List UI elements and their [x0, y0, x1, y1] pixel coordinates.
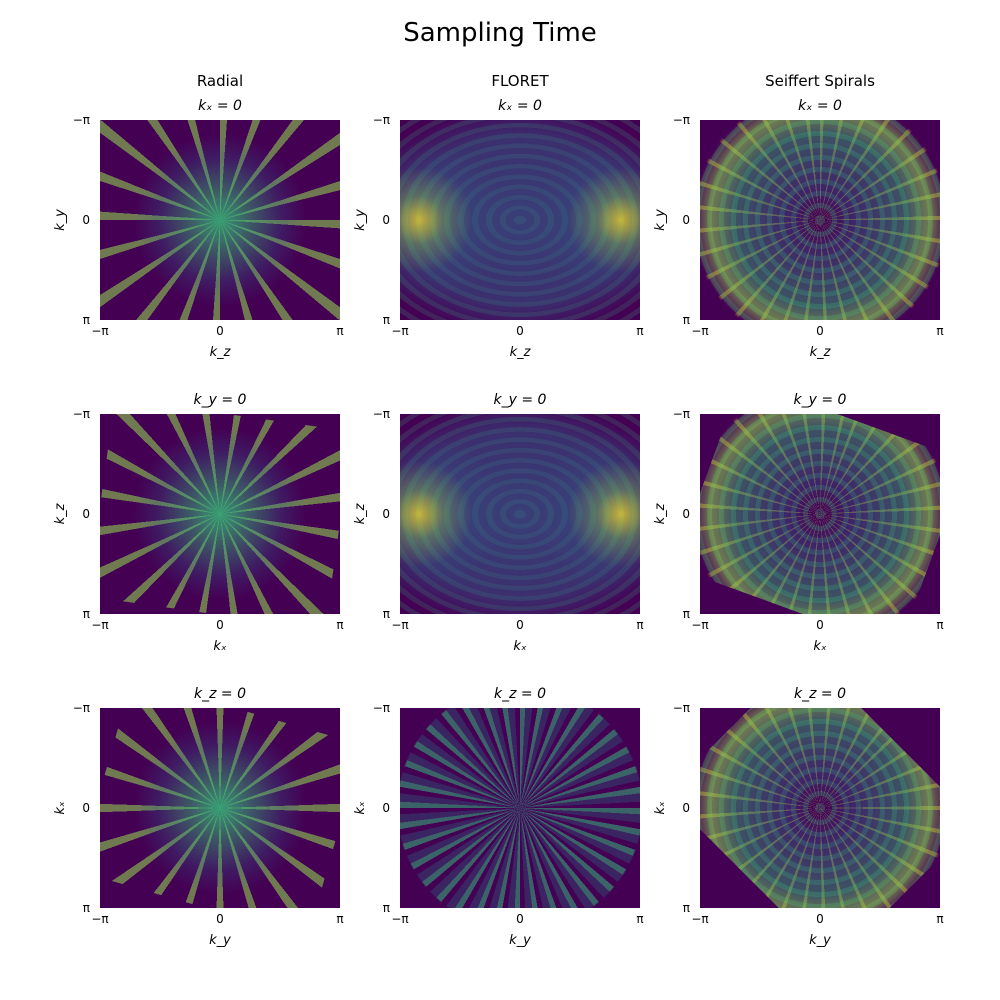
- ytick: 0: [82, 801, 90, 815]
- ytick: −π: [373, 701, 390, 715]
- xtick: −π: [691, 324, 708, 338]
- xtick: 0: [516, 912, 524, 926]
- y-axis-label: k_y: [0, 210, 160, 230]
- column-title-floret: FLORET: [400, 72, 640, 90]
- ytick: 0: [682, 801, 690, 815]
- ytick: 0: [382, 213, 390, 227]
- panel-seiffert-kz0: k_z = 0 kₓ k_y −π 0 π −π 0 π: [700, 708, 940, 908]
- ytick: 0: [382, 507, 390, 521]
- xtick: 0: [516, 324, 524, 338]
- panel-seiffert-kx0: kₓ = 0 k_y k_z −π 0 π −π 0 π: [700, 120, 940, 320]
- ytick: −π: [73, 113, 90, 127]
- ytick: −π: [373, 407, 390, 421]
- panel-title: k_z = 0: [400, 686, 640, 702]
- xtick: 0: [216, 912, 224, 926]
- x-axis-label: k_y: [100, 933, 340, 948]
- xtick: −π: [691, 618, 708, 632]
- y-axis-label: k_y: [260, 210, 460, 230]
- x-axis-label: kₓ: [700, 639, 940, 654]
- ytick: −π: [673, 701, 690, 715]
- ytick: 0: [682, 213, 690, 227]
- figure: Sampling Time Radial FLORET Seiffert Spi…: [0, 0, 1000, 1000]
- ytick: π: [83, 901, 90, 915]
- y-axis-label: k_z: [0, 504, 160, 524]
- panel-title: k_z = 0: [100, 686, 340, 702]
- xtick: −π: [391, 324, 408, 338]
- panel-title: kₓ = 0: [100, 98, 340, 114]
- y-axis-label: kₓ: [260, 798, 460, 818]
- xtick: 0: [216, 324, 224, 338]
- ytick: 0: [682, 507, 690, 521]
- panel-title: kₓ = 0: [400, 98, 640, 114]
- xtick: −π: [91, 912, 108, 926]
- xtick: π: [636, 324, 643, 338]
- ytick: π: [683, 313, 690, 327]
- xtick: 0: [816, 912, 824, 926]
- ytick: π: [383, 901, 390, 915]
- ytick: π: [383, 313, 390, 327]
- xtick: 0: [216, 618, 224, 632]
- ytick: π: [83, 313, 90, 327]
- column-title-seiffert: Seiffert Spirals: [700, 72, 940, 90]
- xtick: 0: [816, 324, 824, 338]
- y-axis-label: kₓ: [0, 798, 160, 818]
- xtick: −π: [391, 618, 408, 632]
- ytick: −π: [373, 113, 390, 127]
- x-axis-label: k_z: [100, 345, 340, 360]
- x-axis-label: k_z: [400, 345, 640, 360]
- xtick: π: [936, 618, 943, 632]
- ytick: −π: [73, 701, 90, 715]
- xtick: 0: [816, 618, 824, 632]
- xtick: π: [636, 912, 643, 926]
- x-axis-label: kₓ: [100, 639, 340, 654]
- xtick: π: [336, 912, 343, 926]
- ytick: 0: [82, 507, 90, 521]
- xtick: −π: [391, 912, 408, 926]
- x-axis-label: k_z: [700, 345, 940, 360]
- ytick: π: [683, 901, 690, 915]
- panel-title: k_y = 0: [100, 392, 340, 408]
- xtick: −π: [91, 324, 108, 338]
- x-axis-label: kₓ: [400, 639, 640, 654]
- xtick: −π: [691, 912, 708, 926]
- y-axis-label: kₓ: [560, 798, 760, 818]
- x-axis-label: k_y: [700, 933, 940, 948]
- xtick: π: [636, 618, 643, 632]
- ytick: π: [683, 607, 690, 621]
- xtick: −π: [91, 618, 108, 632]
- xtick: 0: [516, 618, 524, 632]
- ytick: π: [383, 607, 390, 621]
- figure-suptitle: Sampling Time: [0, 18, 1000, 48]
- y-axis-label: k_z: [560, 504, 760, 524]
- ytick: −π: [73, 407, 90, 421]
- ytick: π: [83, 607, 90, 621]
- xtick: π: [336, 324, 343, 338]
- ytick: 0: [382, 801, 390, 815]
- xtick: π: [936, 912, 943, 926]
- panel-title: k_y = 0: [400, 392, 640, 408]
- ytick: −π: [673, 407, 690, 421]
- panel-title: kₓ = 0: [700, 98, 940, 114]
- ytick: −π: [673, 113, 690, 127]
- xtick: π: [336, 618, 343, 632]
- y-axis-label: k_z: [260, 504, 460, 524]
- column-title-radial: Radial: [100, 72, 340, 90]
- x-axis-label: k_y: [400, 933, 640, 948]
- panel-seiffert-ky0: k_y = 0 k_z kₓ −π 0 π −π 0 π: [700, 414, 940, 614]
- panel-title: k_y = 0: [700, 392, 940, 408]
- panel-title: k_z = 0: [700, 686, 940, 702]
- xtick: π: [936, 324, 943, 338]
- y-axis-label: k_y: [560, 210, 760, 230]
- ytick: 0: [82, 213, 90, 227]
